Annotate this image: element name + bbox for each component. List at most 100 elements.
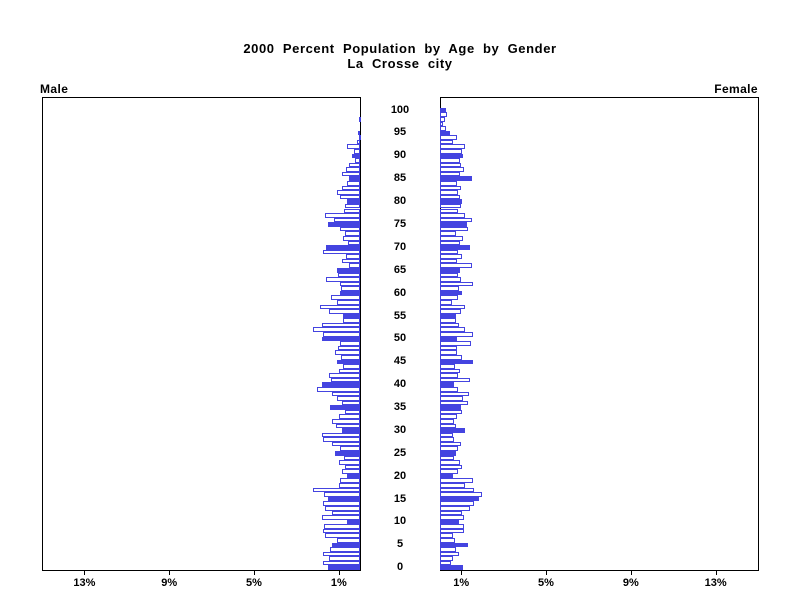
female-bar-age-69 (440, 249, 459, 255)
male-bar-age-31 (335, 423, 360, 429)
female-bar-age-62 (440, 281, 473, 287)
male-bar-age-40 (321, 382, 360, 387)
male-bar-age-38 (332, 391, 360, 397)
female-bar-age-50 (440, 336, 457, 342)
female-bar-age-99 (440, 112, 448, 117)
female-bar-age-34 (440, 409, 463, 415)
male-x-tick-label-9: 9% (161, 577, 178, 589)
male-bar-age-69 (322, 249, 360, 255)
female-bar-age-89 (440, 158, 461, 163)
male-bar-age-13 (325, 505, 360, 511)
female-bar-age-67 (440, 258, 457, 264)
male-bar-age-84 (347, 181, 360, 186)
female-bar-age-83 (440, 185, 462, 191)
female-bar-age-6 (440, 537, 455, 543)
female-bar-age-90 (440, 153, 464, 159)
male-bar-age-70 (326, 245, 360, 250)
male-bar-age-57 (319, 304, 360, 310)
female-bar-age-16 (440, 492, 483, 497)
female-bar-age-1 (440, 560, 451, 566)
female-bar-age-18 (440, 483, 466, 488)
male-bar-age-87 (346, 167, 360, 172)
age-tick-label-80: 80 (393, 195, 407, 208)
female-bar-age-97 (440, 121, 444, 127)
male-x-tick-9 (169, 570, 171, 575)
male-bar-age-22 (345, 464, 360, 470)
female-bar-age-71 (440, 240, 461, 246)
male-bar-age-42 (329, 373, 360, 378)
male-bar-age-72 (343, 235, 360, 241)
male-bar-age-12 (332, 510, 360, 516)
female-bar-age-25 (440, 451, 456, 456)
male-bar-age-81 (339, 194, 360, 200)
male-bar-age-24 (344, 455, 360, 461)
female-bar-age-0 (440, 565, 464, 570)
female-x-tick-9 (630, 570, 632, 575)
female-bar-age-77 (440, 213, 466, 218)
male-bar-age-26 (339, 446, 360, 452)
female-bar-age-72 (440, 235, 464, 241)
female-bar-age-31 (440, 423, 456, 429)
male-bar-age-63 (326, 277, 360, 282)
male-bar-age-18 (338, 483, 360, 488)
male-bar-age-66 (349, 263, 360, 268)
female-bar-age-21 (440, 469, 459, 474)
female-bar-age-74 (440, 226, 468, 232)
female-bar-age-96 (440, 126, 447, 131)
age-tick-label-70: 70 (393, 240, 407, 253)
female-bar-age-35 (440, 405, 462, 410)
male-bar-age-91 (353, 149, 360, 154)
female-bar-age-60 (440, 290, 463, 296)
female-bar-age-12 (440, 510, 463, 516)
female-bar-age-88 (440, 162, 462, 168)
female-bar-age-4 (440, 547, 456, 552)
age-tick-label-60: 60 (393, 286, 407, 299)
female-bar-age-8 (440, 528, 465, 534)
age-tick-label-50: 50 (393, 332, 407, 345)
female-bar-age-66 (440, 263, 472, 268)
male-bar-age-71 (348, 240, 360, 246)
female-bar-age-48 (440, 345, 457, 351)
male-bar-age-2 (329, 556, 360, 561)
female-bar-age-40 (440, 382, 454, 387)
age-tick-label-65: 65 (393, 263, 407, 276)
age-tick-label-15: 15 (393, 492, 407, 505)
male-bar-age-88 (349, 162, 360, 168)
female-bar-age-33 (440, 414, 457, 419)
female-bar-age-75 (440, 222, 467, 227)
female-bar-age-76 (440, 217, 472, 223)
female-bar-age-87 (440, 167, 465, 172)
female-bar-age-93 (440, 139, 453, 145)
male-bar-age-82 (336, 190, 360, 195)
male-x-tick-13 (84, 570, 86, 575)
female-bar-age-53 (440, 322, 460, 328)
female-bar-age-23 (440, 460, 461, 465)
female-x-tick-5 (546, 570, 547, 575)
male-bar-age-60 (339, 290, 360, 296)
male-bar-age-9 (323, 524, 360, 529)
female-bar-age-11 (440, 515, 465, 520)
female-bar-age-26 (440, 446, 459, 452)
age-tick-label-55: 55 (393, 309, 407, 322)
male-bar-age-45 (336, 359, 360, 365)
male-bar-age-68 (346, 254, 360, 259)
male-bar-age-39 (316, 386, 360, 392)
male-bar-age-92 (347, 144, 360, 149)
male-bar-age-25 (334, 451, 360, 456)
male-bar-age-95 (357, 130, 360, 136)
male-bar-age-53 (321, 322, 360, 328)
male-bar-age-36 (341, 400, 360, 406)
female-bar-age-49 (440, 341, 471, 346)
female-bar-age-41 (440, 377, 470, 383)
female-bar-age-94 (440, 135, 457, 140)
male-bar-age-41 (331, 377, 360, 383)
age-tick-label-95: 95 (393, 126, 407, 139)
female-axis-label: Female (714, 82, 758, 96)
male-bar-age-93 (356, 139, 360, 145)
female-bar-age-47 (440, 350, 457, 355)
male-bar-age-23 (338, 460, 360, 465)
male-bar-age-44 (343, 364, 360, 369)
male-bar-age-19 (339, 478, 360, 484)
male-bar-age-16 (323, 492, 360, 497)
